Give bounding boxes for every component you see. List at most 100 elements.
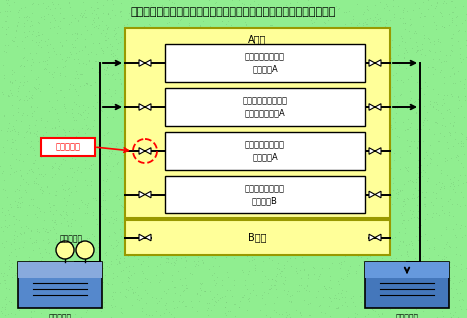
Point bbox=[438, 24, 446, 29]
Point bbox=[403, 250, 410, 255]
Point bbox=[454, 106, 462, 111]
Point bbox=[249, 148, 257, 153]
Point bbox=[384, 187, 392, 192]
Point bbox=[35, 245, 42, 251]
Point bbox=[322, 36, 329, 41]
Point bbox=[340, 104, 348, 109]
Point bbox=[44, 11, 51, 17]
Point bbox=[35, 230, 43, 235]
Point bbox=[20, 229, 28, 234]
Point bbox=[182, 138, 189, 143]
Point bbox=[245, 269, 253, 274]
Point bbox=[144, 59, 151, 64]
Point bbox=[121, 174, 129, 179]
Point bbox=[151, 144, 159, 149]
Point bbox=[7, 78, 14, 83]
Point bbox=[16, 64, 24, 69]
Point bbox=[368, 221, 375, 226]
Point bbox=[210, 303, 218, 308]
Point bbox=[241, 282, 249, 287]
Point bbox=[201, 59, 208, 64]
Point bbox=[440, 257, 447, 262]
Point bbox=[129, 219, 137, 224]
Point bbox=[267, 282, 274, 287]
Point bbox=[63, 218, 71, 223]
Point bbox=[373, 126, 381, 131]
Point bbox=[189, 153, 196, 158]
Point bbox=[277, 229, 285, 234]
Point bbox=[415, 164, 422, 169]
Point bbox=[283, 258, 290, 263]
Point bbox=[284, 208, 291, 213]
Point bbox=[33, 175, 40, 180]
Point bbox=[197, 22, 204, 27]
Point bbox=[11, 198, 18, 203]
Point bbox=[365, 47, 373, 52]
Point bbox=[158, 4, 166, 9]
Point bbox=[312, 107, 319, 113]
Point bbox=[235, 304, 243, 309]
Point bbox=[112, 76, 119, 81]
Point bbox=[311, 74, 318, 79]
Point bbox=[389, 85, 396, 90]
Point bbox=[460, 276, 467, 281]
Point bbox=[51, 251, 58, 256]
Point bbox=[23, 294, 31, 299]
Point bbox=[378, 214, 386, 219]
Point bbox=[124, 274, 132, 279]
Point bbox=[127, 16, 135, 21]
Point bbox=[25, 89, 33, 94]
Point bbox=[399, 213, 406, 218]
Point bbox=[339, 76, 346, 81]
Point bbox=[338, 290, 345, 295]
Point bbox=[160, 110, 168, 115]
Point bbox=[219, 294, 226, 300]
Point bbox=[143, 276, 150, 281]
Point bbox=[219, 133, 226, 138]
Point bbox=[112, 36, 120, 41]
Point bbox=[460, 86, 467, 91]
Point bbox=[240, 92, 248, 97]
Point bbox=[21, 240, 28, 245]
Point bbox=[151, 196, 158, 201]
Point bbox=[2, 26, 10, 31]
Point bbox=[231, 240, 238, 245]
Point bbox=[117, 0, 124, 5]
Point bbox=[436, 294, 443, 299]
Point bbox=[166, 209, 174, 214]
Point bbox=[113, 243, 120, 248]
Point bbox=[288, 109, 295, 114]
Point bbox=[274, 32, 282, 37]
Point bbox=[183, 142, 191, 148]
Point bbox=[341, 29, 348, 34]
Point bbox=[24, 287, 32, 292]
Point bbox=[446, 310, 453, 315]
Point bbox=[190, 109, 197, 114]
Point bbox=[409, 246, 416, 252]
Point bbox=[118, 311, 126, 316]
Point bbox=[58, 256, 65, 261]
Point bbox=[221, 305, 229, 310]
Point bbox=[71, 218, 79, 223]
Point bbox=[94, 15, 101, 20]
Point bbox=[139, 85, 147, 90]
Point bbox=[269, 244, 276, 249]
Point bbox=[367, 38, 374, 43]
Point bbox=[113, 209, 120, 214]
Point bbox=[221, 215, 228, 220]
Point bbox=[143, 117, 151, 122]
Point bbox=[130, 1, 138, 6]
Point bbox=[0, 278, 7, 283]
Point bbox=[226, 287, 234, 292]
Point bbox=[250, 38, 258, 44]
Point bbox=[210, 240, 218, 245]
Point bbox=[61, 157, 69, 162]
Point bbox=[272, 242, 280, 247]
Point bbox=[118, 219, 125, 224]
Point bbox=[351, 131, 359, 136]
Point bbox=[215, 42, 223, 47]
Point bbox=[22, 130, 30, 135]
Point bbox=[252, 137, 259, 142]
Point bbox=[397, 92, 404, 97]
Point bbox=[101, 72, 108, 77]
